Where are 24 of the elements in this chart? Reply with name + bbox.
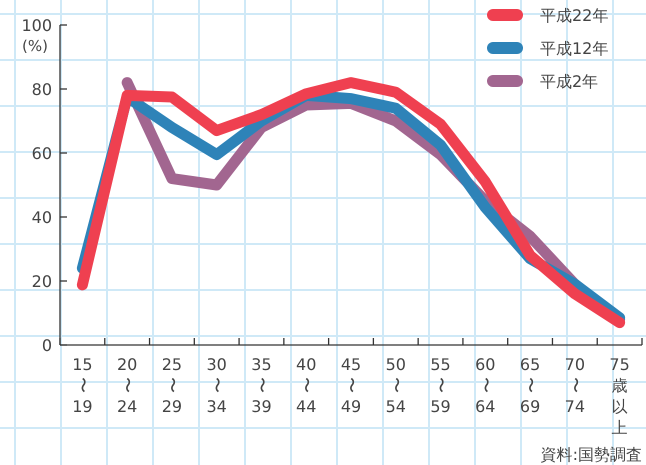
x-tick-label: 65〜69 — [520, 355, 540, 416]
y-axis-title: (%) — [22, 37, 48, 55]
x-tick-label: 55〜59 — [430, 355, 451, 416]
x-tick-label: 60〜64 — [475, 355, 496, 416]
x-tick-label: 45〜49 — [340, 355, 362, 416]
x-tick-label: 15〜19 — [72, 355, 93, 416]
x-tick-label: 75歳以上 — [609, 355, 630, 437]
y-tick-label: 40 — [32, 208, 52, 227]
legend-label: 平成22年 — [540, 6, 608, 25]
y-tick-label: 60 — [32, 144, 52, 163]
y-tick-label: 80 — [32, 80, 52, 99]
y-tick-label: 100 — [21, 16, 52, 35]
legend-label: 平成2年 — [540, 72, 598, 91]
x-tick-label: 30〜34 — [206, 355, 227, 416]
x-tick-label: 40〜44 — [296, 355, 316, 416]
y-tick-label: 20 — [32, 272, 52, 291]
x-tick-label: 20〜24 — [116, 355, 138, 416]
y-tick-label: 0 — [42, 336, 52, 355]
legend-label: 平成12年 — [540, 39, 608, 58]
text: 資料:国勢調査 — [540, 445, 642, 464]
x-tick-label: 50〜54 — [386, 355, 406, 416]
x-tick-label: 25〜29 — [162, 355, 182, 416]
x-tick-label: 70〜74 — [564, 355, 586, 416]
x-tick-label: 35〜39 — [251, 355, 272, 416]
